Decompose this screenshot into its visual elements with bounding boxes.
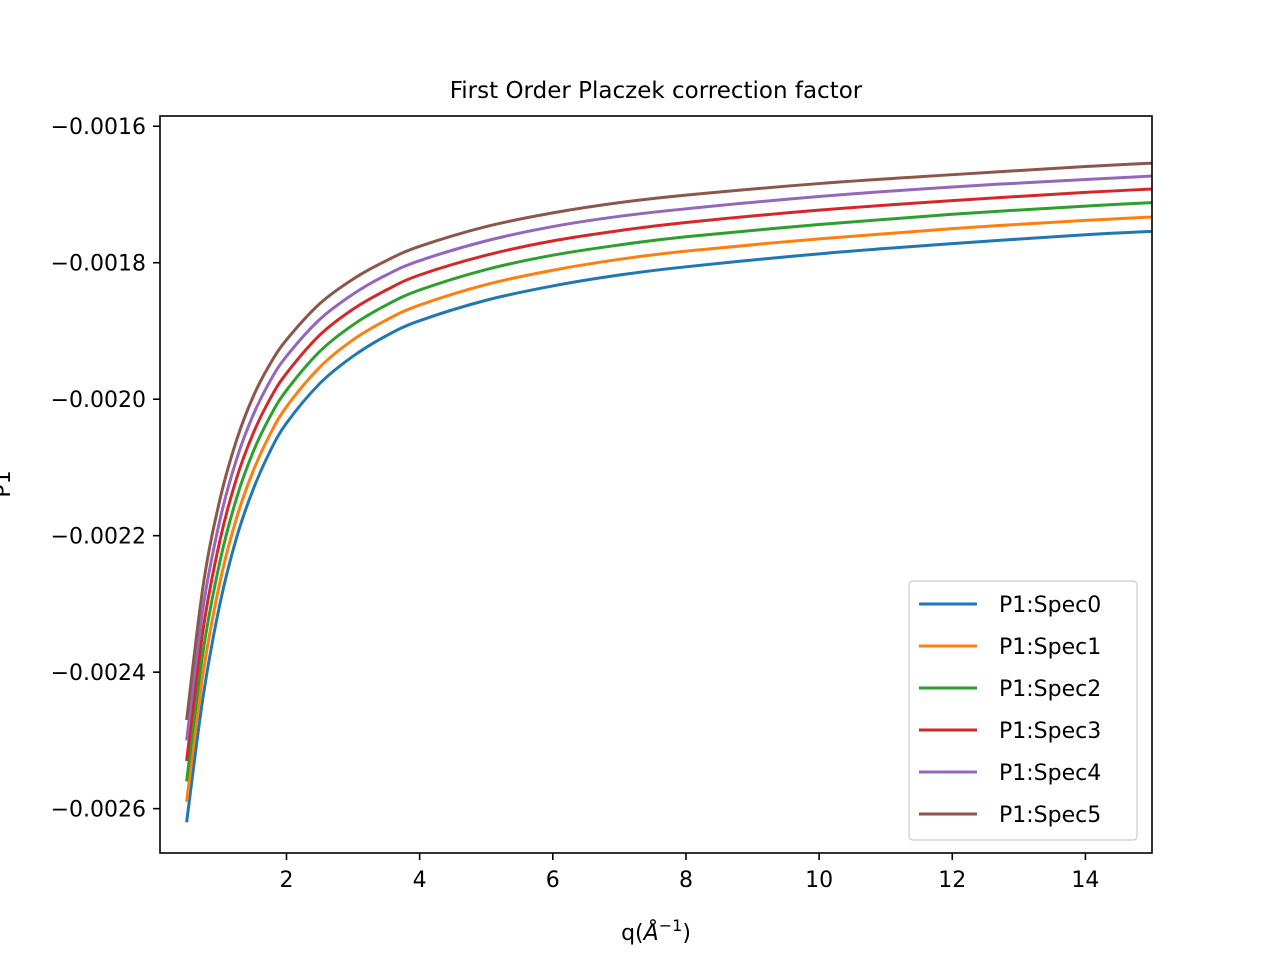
- y-tick-label: −0.0016: [51, 115, 146, 140]
- y-axis: −0.0016 −0.0018 −0.0020 −0.0022 −0.0024 −0.00…: [51, 115, 160, 823]
- y-tick-label: −0.0018: [51, 252, 146, 277]
- x-tick-label: 14: [1071, 868, 1099, 893]
- plot-area-frame: [159, 115, 1153, 854]
- legend-label-spec3: P1:Spec3: [999, 719, 1101, 744]
- series-line-spec0: [185, 229, 1153, 823]
- legend-label-spec0: P1:Spec0: [999, 593, 1101, 618]
- y-axis-label: P1: [0, 470, 16, 497]
- legend-box: [908, 580, 1138, 841]
- x-tick-label: 2: [279, 868, 293, 893]
- series-line-spec1: [185, 215, 1153, 803]
- x-axis: 2 4 6 8 10 12 14: [279, 853, 1099, 893]
- x-tick-label: 4: [413, 868, 427, 893]
- y-tick-label: −0.0026: [51, 798, 146, 823]
- y-tick-label: −0.0024: [51, 661, 146, 686]
- series-line-spec3: [185, 187, 1153, 762]
- legend-label-spec1: P1:Spec1: [999, 635, 1101, 660]
- chart-title: First Order Placzek correction factor: [450, 78, 863, 104]
- series-line-spec4: [185, 174, 1153, 741]
- x-tick-label: 12: [938, 868, 966, 893]
- series-line-spec2: [185, 201, 1153, 782]
- x-tick-label: 8: [679, 868, 693, 893]
- series-lines: [185, 161, 1153, 823]
- legend: P1:Spec0 P1:Spec1 P1:Spec2 P1:Spec3 P1:Spec4…: [908, 580, 1138, 841]
- series-line-spec5: [185, 161, 1153, 721]
- y-tick-label: −0.0022: [51, 525, 146, 550]
- x-tick-label: 6: [546, 868, 560, 893]
- y-tick-label: −0.0020: [51, 388, 146, 413]
- x-axis-label: q(Å−1): [621, 916, 691, 946]
- legend-label-spec2: P1:Spec2: [999, 677, 1101, 702]
- legend-label-spec4: P1:Spec4: [999, 761, 1101, 786]
- legend-label-spec5: P1:Spec5: [999, 803, 1101, 828]
- x-tick-label: 10: [805, 868, 833, 893]
